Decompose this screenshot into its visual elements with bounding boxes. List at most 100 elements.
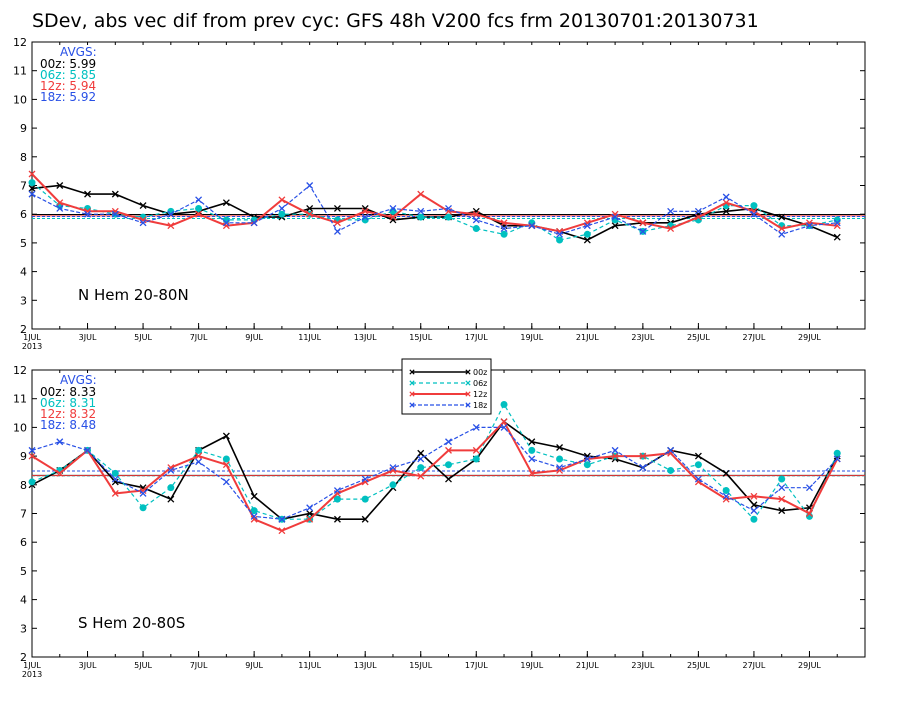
data-point-12z [389,213,397,221]
x-tick-label: 27JUL [743,333,766,342]
legend-label-00z: 00z [473,368,487,377]
data-point-12z [778,225,786,233]
data-point-06z [278,210,286,218]
panel-label: S Hem 20-80S [78,614,185,632]
data-point-18z [84,446,91,454]
data-point-00z [111,190,119,198]
y-tick-label: 12 [13,364,27,377]
legend-box [401,358,492,415]
data-point-12z [445,446,452,454]
x-tick-label: 29JUL [798,333,821,342]
data-point-12z [611,210,619,218]
x-tick-label: 9JUL [245,333,263,342]
data-point-18z [139,489,147,497]
x-tick-sublabel: 2013 [22,670,42,679]
data-point-12z [667,225,675,233]
data-point-06z [694,461,702,469]
data-point-06z [667,466,675,474]
data-point-18z [611,446,619,454]
data-point-00z [556,444,564,451]
data-point-12z [111,207,119,215]
x-tick-label: 19JUL [520,661,543,670]
x-tick-label: 3JUL [79,333,97,342]
plot-frame [31,369,866,658]
series-line-12z [31,173,838,233]
data-point-18z [56,205,64,212]
data-point-00z [778,213,786,221]
data-point-18z [250,512,258,520]
data-point-18z [417,455,425,463]
data-point-18z [417,207,425,215]
x-tick-label: 13JUL [354,333,377,342]
data-point-00z [250,492,258,500]
x-tick-label: 25JUL [687,661,710,670]
data-point-00z [306,510,314,517]
series-line-00z [31,420,838,521]
data-point-18z [500,423,508,431]
data-point-18z [750,507,758,515]
data-point-06z [28,179,36,187]
y-tick-label: 4 [20,266,27,279]
data-point-12z [361,207,369,215]
y-tick-label: 12 [13,36,27,49]
data-point-12z [445,207,452,215]
x-tick-label: 19JUL [520,333,543,342]
data-point-18z [306,182,314,189]
avg-value-06z: 06z: 5.85 [40,68,96,82]
data-point-18z [333,227,341,235]
data-point-12z [28,170,36,178]
data-point-18z [528,222,536,230]
data-point-00z [445,475,452,483]
x-tick-label: 1JUL [23,333,41,342]
data-point-18z [28,190,36,198]
y-tick-label: 10 [13,421,27,434]
data-point-06z [333,495,341,503]
data-point-18z [167,466,175,474]
data-point-12z [611,452,619,460]
x-tick-label: 15JUL [409,333,432,342]
y-tick-label: 7 [20,508,27,521]
data-point-18z [639,227,647,235]
data-point-12z [639,452,647,460]
data-point-00z [528,438,536,446]
x-tick-label: 5JUL [134,333,152,342]
data-point-12z [806,510,813,517]
data-point-06z [28,478,36,486]
data-point-18z [445,438,452,446]
data-point-06z [445,213,452,221]
data-point-12z [222,222,230,230]
legend-label-18z: 18z [473,401,487,410]
data-point-06z [361,495,369,503]
data-point-06z [472,225,480,233]
data-point-18z [694,475,702,483]
x-tick-label: 21JUL [576,661,599,670]
data-point-18z [833,455,841,463]
avgs-title: AVGS: [60,373,97,387]
data-point-06z [528,446,536,454]
data-point-12z [722,199,730,207]
legend-marker-06z [465,380,471,386]
chart-title: SDev, abs vec dif from prev cyc: GFS 48h… [32,10,759,32]
x-tick-label: 11JUL [298,661,321,670]
data-point-06z [556,236,564,244]
series-line-06z [31,182,838,241]
data-point-18z [222,219,230,227]
data-point-18z [445,205,452,212]
data-point-12z [556,466,564,474]
series-line-06z [31,403,838,521]
y-tick-label: 6 [20,536,27,549]
data-point-12z [306,210,314,218]
x-tick-label: 29JUL [798,661,821,670]
data-point-00z [28,184,36,192]
panel-label: N Hem 20-80N [78,286,189,304]
data-point-06z [556,455,564,463]
data-point-00z [111,478,119,486]
series-line-18z [31,426,838,520]
series-line-12z [31,420,839,532]
legend-marker-00z [465,369,471,375]
data-point-00z [722,469,730,477]
data-point-12z [500,418,508,426]
